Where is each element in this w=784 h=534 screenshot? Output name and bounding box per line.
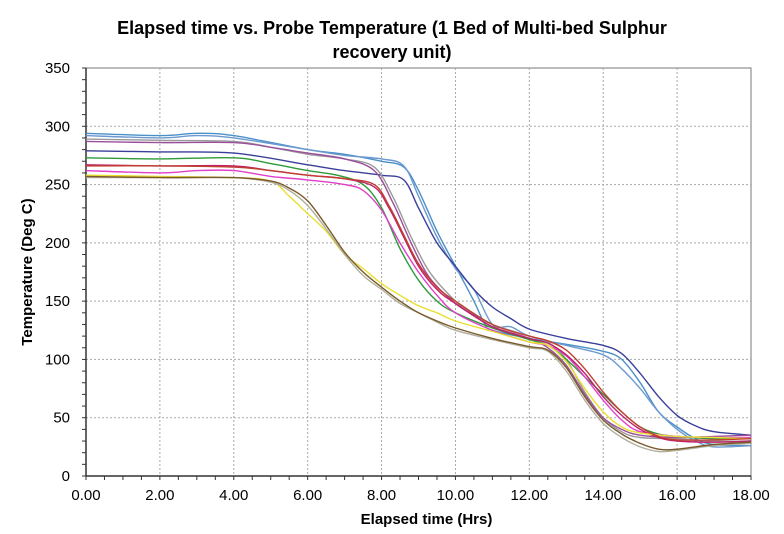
- x-axis-title: Elapsed time (Hrs): [361, 511, 493, 528]
- series-line-3: [85, 150, 752, 436]
- chart-title: Elapsed time vs. Probe Temperature (1 Be…: [0, 16, 784, 64]
- y-tick-label: 300: [45, 118, 70, 135]
- y-tick-label: 350: [45, 60, 70, 77]
- x-tick-label: 2.00: [145, 487, 174, 504]
- y-tick-label: 100: [45, 351, 70, 368]
- series-line-12: [85, 165, 752, 441]
- y-tick-label: 50: [53, 410, 70, 427]
- chart-title-line-2: recovery unit): [332, 42, 452, 62]
- x-tick-label: 18.00: [732, 487, 770, 504]
- x-tick-label: 4.00: [219, 487, 248, 504]
- series-line-2: [85, 134, 752, 448]
- x-tick-label: 16.00: [658, 487, 696, 504]
- series-line-10: [85, 176, 752, 453]
- x-tick-label: 12.00: [511, 487, 549, 504]
- series-line-9: [85, 174, 752, 440]
- series-line-7: [85, 169, 752, 439]
- x-tick-label: 10.00: [437, 487, 475, 504]
- series-line-11: [85, 175, 752, 451]
- x-tick-label: 8.00: [367, 487, 396, 504]
- series-line-5: [85, 140, 752, 439]
- x-tick-label: 0.00: [71, 487, 100, 504]
- x-tick-label: 6.00: [293, 487, 322, 504]
- y-axis-title: Temperature (Deg C): [19, 198, 36, 345]
- y-tick-label: 250: [45, 177, 70, 194]
- x-tick-label: 14.00: [584, 487, 622, 504]
- chart-title-line-1: Elapsed time vs. Probe Temperature (1 Be…: [117, 18, 667, 38]
- y-tick-label: 150: [45, 293, 70, 310]
- y-tick-label: 0: [62, 468, 70, 485]
- y-tick-label: 200: [45, 235, 70, 252]
